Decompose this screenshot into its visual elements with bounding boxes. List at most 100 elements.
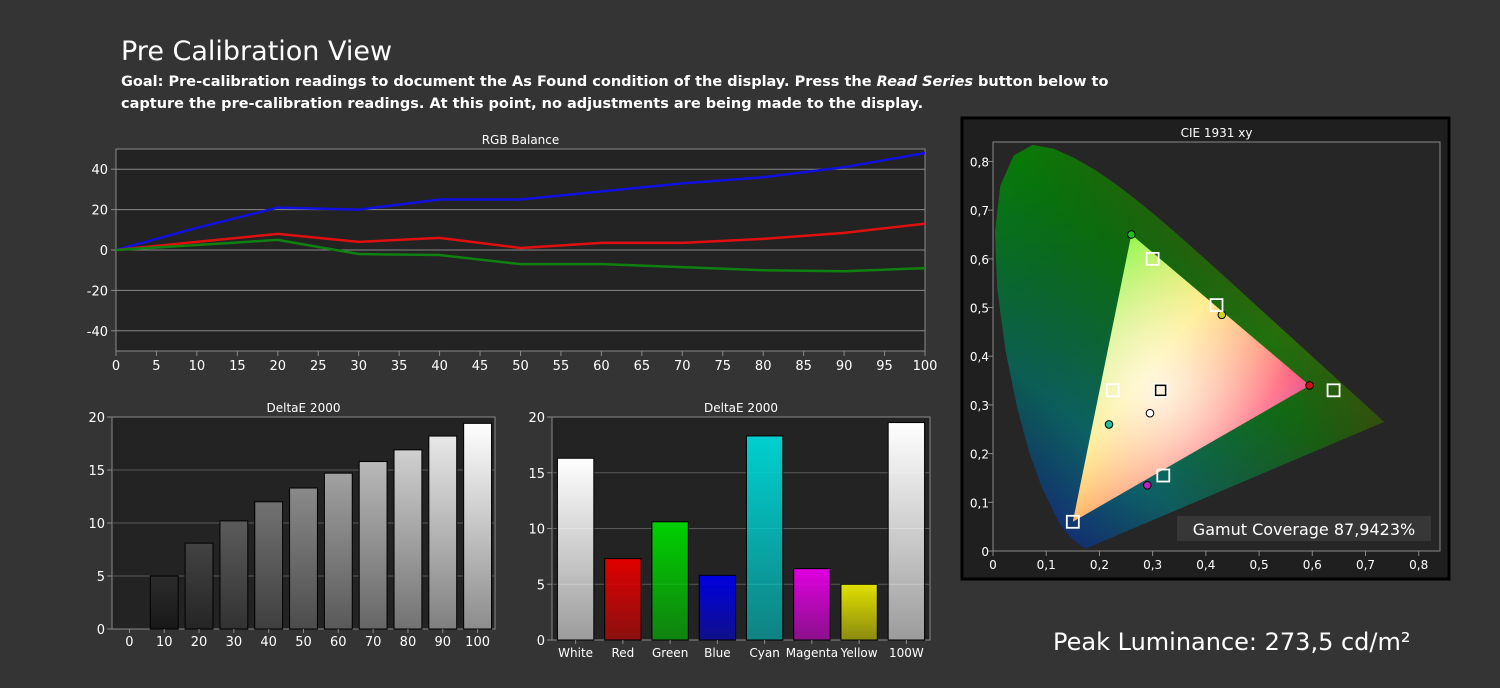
gamut-coverage-box (1177, 516, 1431, 541)
color-bar (887, 422, 926, 641)
rgb-xtick-label: 45 (472, 359, 489, 374)
rgb-xtick-label: 80 (755, 359, 772, 374)
rgb-ytick-label: -20 (87, 284, 108, 299)
rgb-xtick-label: 15 (229, 359, 246, 374)
cie-ytick-label: 0,3 (970, 399, 989, 413)
gray-xtick-label: 50 (295, 635, 312, 650)
rgb-xtick-label: 70 (674, 359, 691, 374)
rgb-xtick-label: 5 (152, 359, 160, 374)
rgb-ytick-label: 40 (91, 163, 108, 178)
gray-xtick-label: 0 (125, 635, 133, 650)
gray-xtick-label: 30 (226, 635, 243, 650)
cie-target-marker (1105, 383, 1120, 398)
goal-description: Goal: Pre-calibration readings to docume… (121, 71, 1108, 115)
rgb-xtick-label: 40 (431, 359, 448, 374)
gray-bar (149, 575, 179, 630)
cie-xtick-label: 0,7 (1356, 558, 1375, 572)
gray-bar (254, 501, 284, 630)
color-bar (604, 558, 642, 641)
cie-ytick-label: 0,7 (970, 204, 989, 218)
rgb-xtick-label: 100 (913, 359, 938, 374)
gray-ytick-label: 5 (97, 570, 105, 585)
gray-bar (428, 435, 458, 630)
goal-text-2: button below to (972, 74, 1109, 90)
goal-read-series: Read Series (876, 74, 973, 90)
rgb-xtick-label: 35 (391, 359, 408, 374)
color-ytick-label: 15 (528, 467, 545, 482)
color-xtick-label: 100W (889, 646, 924, 660)
cie-xtick-label: 0,6 (1303, 558, 1322, 572)
color-xtick-label: Yellow (840, 646, 878, 660)
rgb-ytick-label: -40 (87, 325, 108, 340)
cie-measured-point (1145, 408, 1155, 418)
color-bar (698, 574, 737, 641)
cie-ytick-label: 0,1 (970, 496, 989, 510)
gray-xtick-label: 60 (330, 635, 347, 650)
rgb-xtick-label: 20 (270, 359, 287, 374)
gray-xtick-label: 80 (400, 635, 417, 650)
cie-ytick-label: 0,8 (970, 155, 989, 169)
rgb-xtick-label: 60 (593, 359, 610, 374)
color-bar (651, 521, 689, 641)
rgb-xtick-label: 50 (512, 359, 529, 374)
cie-measured-point (1127, 230, 1136, 239)
gray-xtick-label: 90 (434, 635, 451, 650)
color-ytick-label: 5 (537, 578, 545, 593)
cie-xtick-label: 0,2 (1090, 558, 1109, 572)
color-bar (745, 435, 784, 641)
color-ytick-label: 20 (528, 411, 545, 426)
goal-line-1: Goal: Pre-calibration readings to docume… (121, 71, 1108, 93)
gray-ytick-label: 0 (97, 623, 105, 638)
cie-xtick-label: 0,3 (1143, 558, 1162, 572)
gray-bar (184, 542, 214, 630)
gray-bar (323, 472, 353, 630)
rgb-xtick-label: 25 (310, 359, 327, 374)
color-bar (793, 568, 831, 641)
page-title: Pre Calibration View (121, 36, 393, 67)
gray-xtick-label: 100 (465, 635, 490, 650)
cie-xtick-label: 0,8 (1409, 558, 1428, 572)
rgb-ytick-label: 20 (91, 204, 108, 219)
gray-ytick-label: 10 (88, 517, 105, 532)
gray-xtick-label: 20 (191, 635, 208, 650)
gray-xtick-label: 70 (365, 635, 382, 650)
color-xtick-label: Red (611, 646, 634, 660)
rgb-xtick-label: 55 (553, 359, 570, 374)
rgb-xtick-label: 10 (189, 359, 206, 374)
gray-bar (219, 520, 249, 630)
cie-xtick-label: 0,5 (1250, 558, 1269, 572)
cie-target-marker (1153, 383, 1168, 398)
cie-ytick-label: 0,6 (970, 253, 989, 267)
gray-chart-title: DeltaE 2000 (267, 401, 341, 415)
color-xtick-label: Cyan (749, 646, 779, 660)
color-ytick-label: 0 (537, 634, 545, 649)
rgb-series-line-1 (115, 222, 926, 252)
gray-xtick-label: 10 (156, 635, 173, 650)
color-xtick-label: Magenta (786, 646, 838, 660)
cie-measured-point (1104, 420, 1114, 429)
gray-bar (463, 422, 493, 630)
rgb-series-line-2 (115, 238, 926, 273)
goal-text-1: Goal: Pre-calibration readings to docume… (121, 74, 877, 90)
cie-xtick-label: 0,1 (1037, 558, 1056, 572)
gray-ytick-label: 20 (88, 411, 105, 426)
cie-measured-point (1217, 310, 1227, 320)
cie-ytick-label: 0,5 (970, 302, 989, 316)
cie-ytick-label: 0 (981, 545, 989, 559)
cie-chart-title: CIE 1931 xy (1181, 126, 1253, 140)
rgb-ytick-label: 0 (100, 244, 108, 259)
cie-target-marker (1145, 251, 1160, 266)
rgb-xtick-label: 95 (876, 359, 893, 374)
gray-ytick-label: 15 (88, 464, 105, 479)
color-xtick-label: Blue (704, 646, 731, 660)
cie-target-marker (1065, 514, 1080, 529)
rgb-xtick-label: 0 (112, 359, 120, 374)
cie-xtick-label: 0,4 (1196, 558, 1215, 572)
cie-ytick-label: 0,4 (970, 350, 989, 364)
color-bar (556, 457, 595, 641)
cie-measured-point (1305, 381, 1314, 390)
rgb-chart-title: RGB Balance (482, 133, 560, 147)
